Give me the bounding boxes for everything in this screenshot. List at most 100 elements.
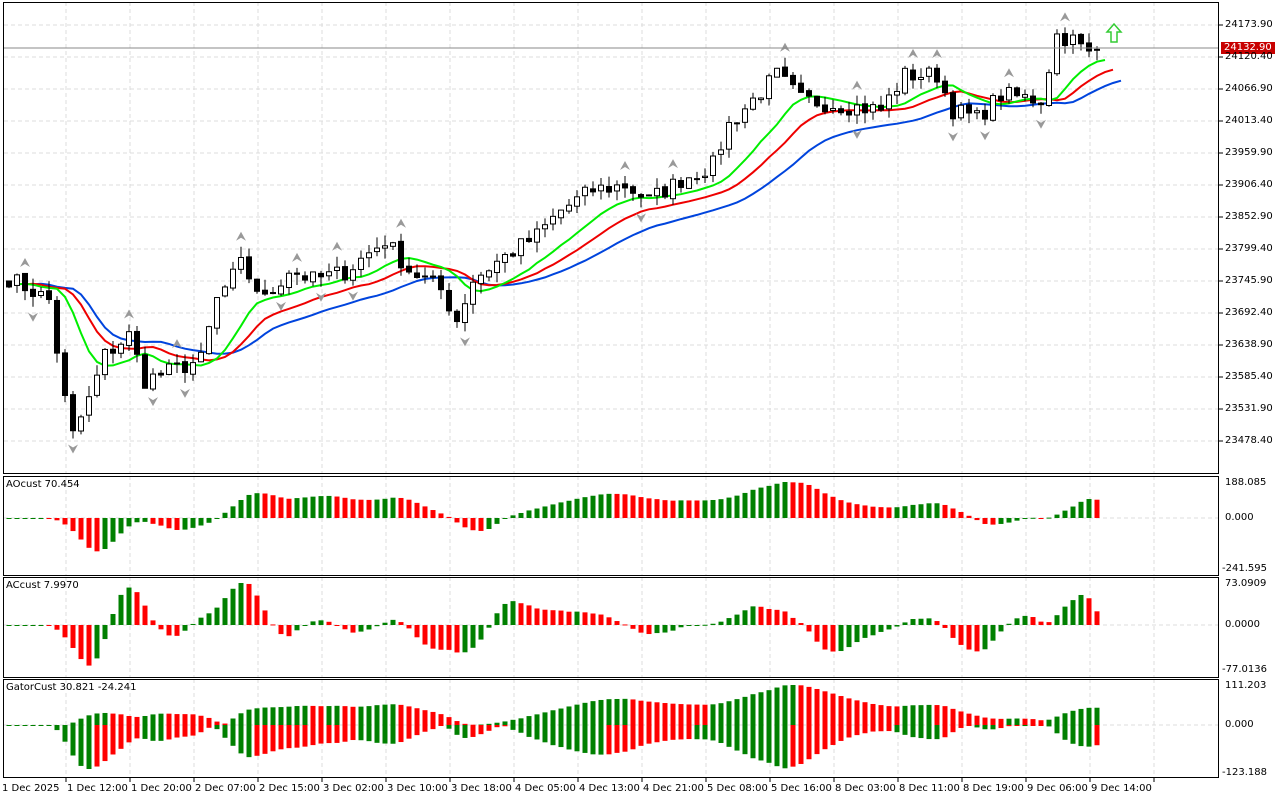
candle bbox=[806, 88, 812, 104]
candle bbox=[438, 269, 444, 300]
candle-body-bull bbox=[598, 184, 604, 192]
candle bbox=[78, 414, 84, 435]
ac-bar bbox=[982, 625, 988, 650]
gator-lower-bar bbox=[494, 725, 500, 728]
gator-lower-bar bbox=[1078, 725, 1084, 747]
ac-bar bbox=[502, 603, 508, 625]
candle bbox=[70, 391, 76, 439]
fractal-up-icon bbox=[852, 80, 862, 90]
time-axis-label: 2 Dec 15:00 bbox=[259, 783, 320, 794]
gator-upper-bar bbox=[606, 699, 612, 725]
ac-bar bbox=[550, 610, 556, 625]
gator-upper-bar bbox=[326, 706, 332, 725]
candle bbox=[782, 57, 788, 77]
ac-bar bbox=[166, 625, 172, 636]
candle bbox=[902, 65, 908, 96]
ac-bar bbox=[574, 611, 580, 625]
gator-lower-bar bbox=[78, 725, 84, 766]
gator-lower-bar bbox=[166, 725, 172, 740]
gator-upper-bar bbox=[150, 714, 156, 725]
candle bbox=[798, 74, 804, 93]
gator-upper-bar bbox=[422, 710, 428, 725]
candle-body-bull bbox=[102, 348, 108, 376]
ac-bar bbox=[862, 625, 868, 638]
candle-body-bull bbox=[742, 108, 748, 123]
candle-body-bull bbox=[94, 374, 100, 396]
candle bbox=[126, 324, 132, 352]
gator-lower-bar bbox=[462, 725, 468, 738]
candle-body-bear bbox=[630, 186, 636, 194]
ac-bar bbox=[1006, 623, 1012, 625]
ao-bar bbox=[142, 518, 148, 522]
candle-body-bear bbox=[814, 95, 820, 107]
gator-lower-bar bbox=[94, 725, 100, 767]
ac-bar bbox=[350, 625, 356, 633]
ac-bar bbox=[1086, 598, 1092, 625]
candle bbox=[542, 218, 548, 238]
candle bbox=[54, 296, 60, 363]
gator-upper-bar bbox=[590, 701, 596, 725]
ao-bar bbox=[590, 495, 596, 518]
gator-lower-bar bbox=[926, 725, 932, 740]
gator-axis-max: 111.203 bbox=[1225, 680, 1267, 691]
candle-body-bull bbox=[38, 291, 44, 297]
candle-body-bear bbox=[262, 289, 268, 295]
ac-bar bbox=[102, 625, 108, 640]
ac-bar bbox=[718, 621, 724, 625]
gator-upper-bar bbox=[894, 706, 900, 725]
fractal-up-icon bbox=[1060, 12, 1070, 22]
ao-bar bbox=[702, 500, 708, 518]
ao-bar bbox=[710, 499, 716, 518]
candle-body-bull bbox=[686, 177, 692, 189]
gator-lower-bar bbox=[294, 725, 300, 748]
candle bbox=[238, 246, 244, 274]
ao-bar bbox=[830, 496, 836, 518]
candle bbox=[334, 256, 340, 280]
gator-lower-bar bbox=[326, 725, 332, 744]
gator-lower-bar bbox=[942, 725, 948, 738]
ao-bar bbox=[638, 497, 644, 518]
time-axis-label: 9 Dec 06:00 bbox=[1027, 783, 1088, 794]
candle-body-bear bbox=[134, 330, 140, 355]
gator-lower-bar bbox=[686, 725, 692, 740]
gator-lower-bar bbox=[446, 725, 452, 729]
fractal-down-icon bbox=[348, 291, 358, 301]
gator-upper-bar bbox=[974, 715, 980, 725]
panel-border bbox=[3, 577, 1219, 678]
ao-bar bbox=[278, 497, 284, 518]
gator-lower-bar bbox=[374, 725, 380, 743]
candle bbox=[1086, 33, 1092, 58]
ao-bar bbox=[102, 518, 108, 550]
gator-upper-bar bbox=[102, 712, 108, 725]
candle-body-bear bbox=[46, 290, 52, 301]
price-axis-label: 23852.90 bbox=[1225, 211, 1273, 222]
candle-body-bear bbox=[158, 372, 164, 376]
ac-bar bbox=[398, 622, 404, 625]
price-axis-label: 23531.90 bbox=[1225, 403, 1273, 414]
candle-body-bull bbox=[694, 178, 700, 181]
candle-body-bear bbox=[1078, 33, 1084, 45]
ao-bar bbox=[1046, 517, 1052, 519]
ac-bar bbox=[662, 625, 668, 633]
gator-upper-bar bbox=[550, 710, 556, 725]
candle bbox=[102, 348, 108, 380]
candle-body-bull bbox=[710, 155, 716, 177]
candle-body-bull bbox=[774, 67, 780, 78]
alligator-lips-line bbox=[16, 59, 1106, 367]
candle-body-bull bbox=[198, 351, 204, 363]
panel-border bbox=[3, 2, 1219, 474]
candle-body-bull bbox=[478, 274, 484, 285]
gator-lower-bar bbox=[158, 725, 164, 741]
ao-bar bbox=[782, 482, 788, 518]
candle-body-bear bbox=[878, 104, 884, 111]
gator-axis-zero: 0.000 bbox=[1225, 719, 1254, 730]
gator-upper-bar bbox=[158, 713, 164, 725]
gator-lower-bar bbox=[534, 725, 540, 740]
ac-bar bbox=[1078, 594, 1084, 625]
ao-bar bbox=[438, 513, 444, 518]
ac-bar bbox=[1070, 600, 1076, 625]
candle bbox=[38, 287, 44, 299]
ao-bar bbox=[630, 495, 636, 518]
candle-body-bear bbox=[30, 288, 36, 297]
